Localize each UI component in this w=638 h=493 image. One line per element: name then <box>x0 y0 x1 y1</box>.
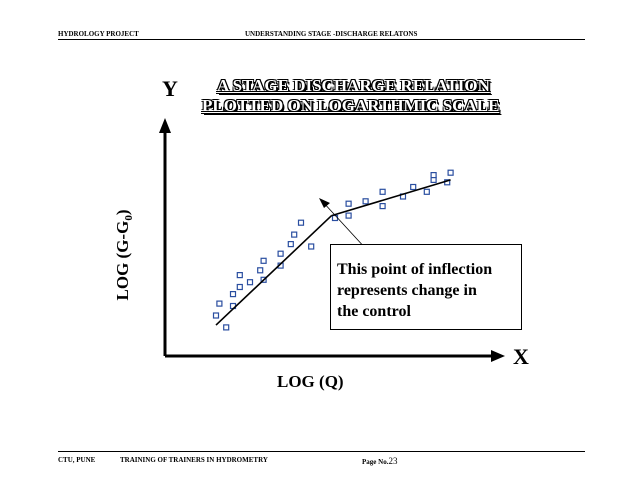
callout-line-3: the control <box>337 303 411 320</box>
inflection-callout-box: This point of inflection represents chan… <box>330 244 522 330</box>
data-point-25 <box>423 188 430 195</box>
data-point-2 <box>216 300 223 307</box>
data-point-20 <box>362 198 369 205</box>
footer-left: CTU, PUNE <box>58 456 96 464</box>
fit-segment-1 <box>331 179 451 217</box>
callout-leader-arrowhead <box>319 198 330 208</box>
data-point-1 <box>223 324 230 331</box>
footer-page: Page No.23 <box>362 456 398 466</box>
y-axis-label: LOG (G-G0) <box>112 209 136 301</box>
callout-line-2: represents change in <box>337 282 477 299</box>
data-point-24 <box>410 183 417 191</box>
callout-line-1: This point of inflection <box>337 261 493 278</box>
data-point-29 <box>447 169 454 176</box>
header-left: HYDROLOGY PROJECT <box>58 30 139 38</box>
data-point-14 <box>291 231 298 238</box>
data-point-0 <box>212 312 220 319</box>
fit-lines <box>215 179 451 326</box>
y-axis-letter: Y <box>162 76 178 101</box>
data-point-22 <box>379 188 386 195</box>
footer-center: TRAINING OF TRAINERS IN HYDROMETRY <box>120 456 268 464</box>
header-center: UNDERSTANDING STAGE -DISCHARGE RELATONS <box>245 30 418 38</box>
x-axis-label: LOG (Q) <box>277 372 344 391</box>
x-axis-arrowhead <box>491 350 505 362</box>
data-point-27 <box>430 172 437 179</box>
data-point-18 <box>345 212 352 219</box>
fit-segment-0 <box>215 215 333 326</box>
footer-rule <box>58 451 585 452</box>
y-axis-arrowhead <box>159 118 171 133</box>
data-point-15 <box>297 219 305 226</box>
data-point-13 <box>287 241 294 248</box>
data-point-4 <box>229 291 237 298</box>
data-point-16 <box>308 243 315 250</box>
data-point-17 <box>331 214 339 222</box>
data-point-21 <box>379 203 386 210</box>
data-point-6 <box>236 272 243 279</box>
data-point-10 <box>260 257 267 264</box>
data-point-12 <box>277 250 284 257</box>
data-point-5 <box>236 283 243 291</box>
header-rule <box>58 39 585 40</box>
diagram-title-line1: A STAGE DISCHARGE RELATION <box>217 76 490 95</box>
data-points <box>212 169 454 331</box>
diagram-title-line2: PLOTTED ON LOGARTHMIC SCALE <box>202 96 500 115</box>
x-axis-letter: X <box>513 344 529 369</box>
data-point-19 <box>345 200 352 207</box>
data-point-7 <box>246 279 254 286</box>
data-point-8 <box>257 267 264 274</box>
